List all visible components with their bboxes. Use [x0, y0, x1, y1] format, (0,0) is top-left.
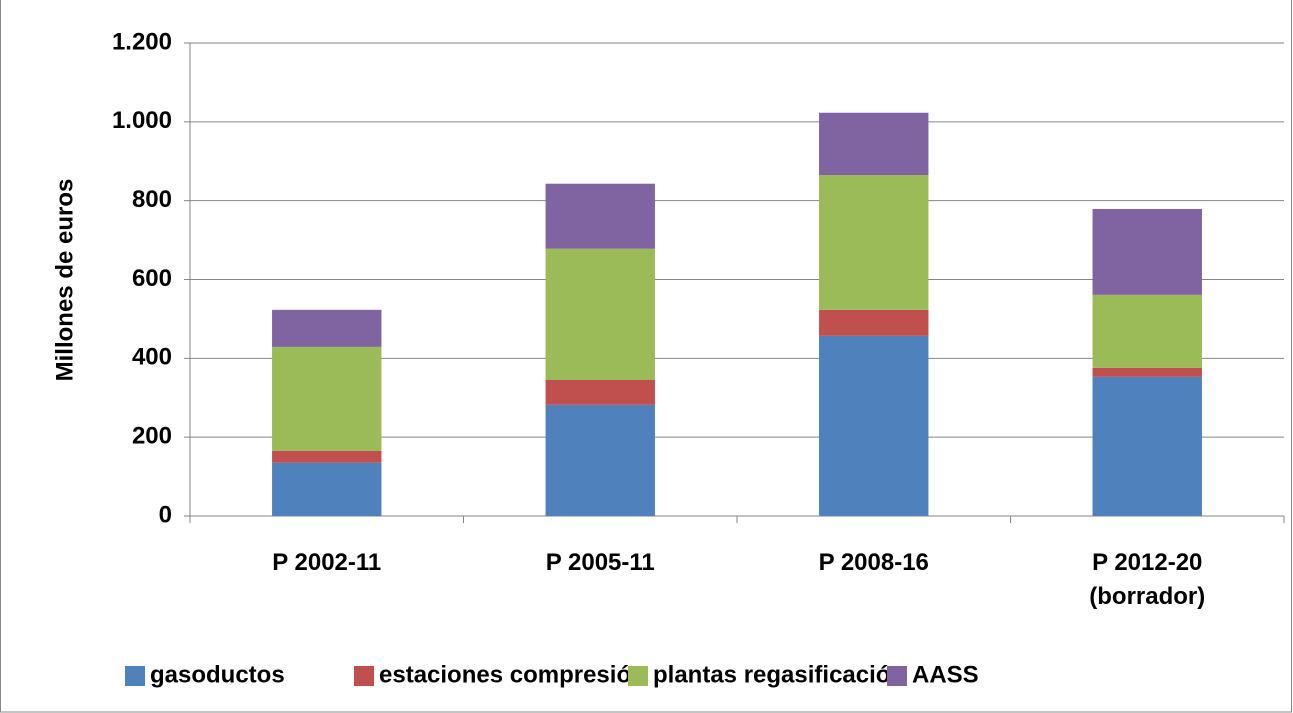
bar-segment: [545, 248, 655, 381]
y-tick-label: 800: [132, 186, 172, 213]
bar-segment: [819, 309, 929, 336]
y-tick-label: 200: [132, 423, 172, 450]
bar-segment: [545, 183, 655, 249]
y-axis-label: Millones de euros: [51, 179, 78, 382]
y-tick-label: 400: [132, 344, 172, 371]
bar-segment: [1092, 208, 1202, 295]
bar-segment: [819, 335, 929, 516]
legend-swatch: [125, 666, 145, 686]
bar-segment: [819, 175, 929, 310]
bar-segment: [545, 404, 655, 516]
legend-label: estaciones compresión: [379, 661, 646, 688]
legend-swatch: [887, 666, 907, 686]
bar-segment: [819, 112, 929, 176]
x-tick-label: P 2012-20 (borrador): [1089, 549, 1206, 610]
legend-swatch: [628, 666, 648, 686]
y-tick-label: 0: [159, 501, 172, 528]
y-tick-label: 1.000: [112, 107, 172, 134]
y-tick-label: 600: [132, 265, 172, 292]
legend-label: gasoductos: [150, 661, 285, 688]
legend-swatch: [354, 666, 374, 686]
bar-segment: [545, 380, 655, 405]
bar-segment: [272, 346, 382, 451]
bar-segment: [272, 462, 382, 516]
x-tick-label: P 2008-16: [818, 549, 929, 576]
x-tick-label: P 2005-11: [545, 549, 655, 576]
bar-segment: [1092, 294, 1202, 368]
legend-label: plantas regasificación: [653, 661, 905, 688]
legend-label: AASS: [912, 661, 979, 688]
bar-segment: [1092, 376, 1202, 516]
bar-segment: [272, 309, 382, 347]
x-tick-label: P 2002-11: [272, 549, 382, 576]
y-tick-label: 1.200: [112, 28, 172, 55]
bar-segment: [272, 450, 382, 463]
bar-segment: [1092, 367, 1202, 377]
